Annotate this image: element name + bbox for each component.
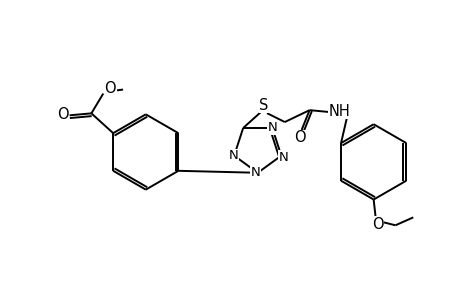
Text: N: N (267, 122, 277, 134)
Text: N: N (278, 151, 287, 164)
Text: O: O (371, 217, 383, 232)
Text: S: S (259, 98, 268, 113)
Text: N: N (228, 149, 238, 162)
Text: O: O (104, 81, 116, 96)
Text: N: N (250, 166, 260, 179)
Text: O: O (293, 130, 305, 146)
Text: O: O (57, 107, 68, 122)
Text: NH: NH (328, 103, 349, 118)
